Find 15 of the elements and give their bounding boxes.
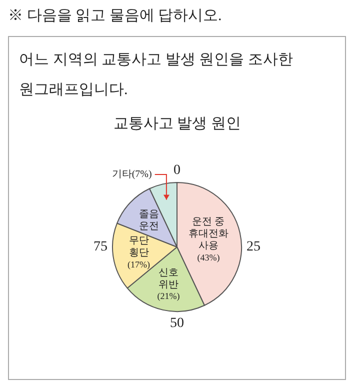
chart-subtitle: 어느 지역의 교통사고 발생 원인을 조사한 원그래프입니다. (19, 51, 294, 100)
text: 25 (246, 240, 260, 255)
slice-label: 기타(7%) (112, 169, 152, 180)
text: 50 (170, 316, 184, 332)
text: 75 (94, 240, 108, 255)
slice-label: 신호 위반 (158, 267, 179, 290)
data-label: (17%) (128, 259, 150, 270)
slice-label: 운전 중 휴대전화 사용 (188, 216, 228, 252)
chart-title: 교통사고 발생 원인 (113, 116, 241, 132)
slice-label: 무단 횡단 (128, 236, 149, 259)
slice-label: 졸음 운전 (138, 209, 159, 232)
text: 0 (174, 163, 180, 178)
text: ※ 다음을 읽고 물음에 답하시오. (8, 7, 222, 25)
data-label: (21%) (157, 291, 180, 302)
data-label: (43%) (197, 252, 220, 262)
